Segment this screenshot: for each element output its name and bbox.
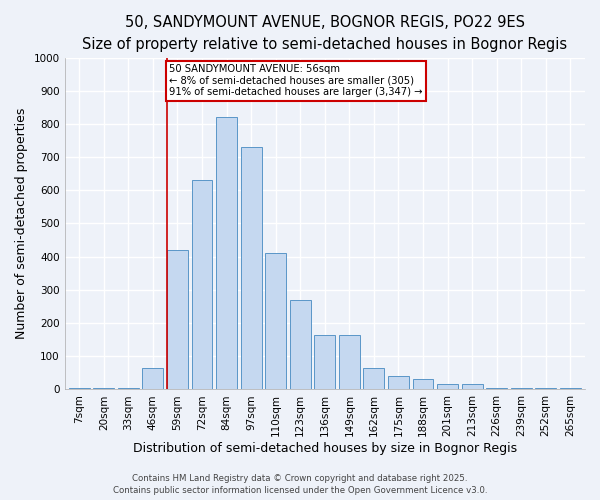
Bar (511, 388, 532, 390)
Text: 50 SANDYMOUNT AVENUE: 56sqm
← 8% of semi-detached houses are smaller (305)
91% o: 50 SANDYMOUNT AVENUE: 56sqm ← 8% of semi… (169, 64, 423, 98)
Bar (191, 180, 212, 390)
Bar (265, 254, 286, 390)
Bar (290, 300, 311, 390)
Y-axis label: Number of semi-detached properties: Number of semi-detached properties (15, 108, 28, 339)
Bar (560, 388, 581, 390)
Bar (339, 334, 360, 390)
Bar (167, 250, 188, 390)
Title: 50, SANDYMOUNT AVENUE, BOGNOR REGIS, PO22 9ES
Size of property relative to semi-: 50, SANDYMOUNT AVENUE, BOGNOR REGIS, PO2… (82, 15, 568, 52)
Text: Contains HM Land Registry data © Crown copyright and database right 2025.
Contai: Contains HM Land Registry data © Crown c… (113, 474, 487, 495)
Bar (486, 388, 507, 390)
Bar (69, 388, 90, 390)
Bar (118, 388, 139, 390)
Bar (314, 334, 335, 390)
Bar (413, 379, 433, 390)
Bar (364, 368, 385, 390)
Bar (535, 388, 556, 390)
Bar (94, 388, 114, 390)
Bar (241, 147, 262, 390)
Bar (461, 384, 482, 390)
Bar (142, 368, 163, 390)
Bar (437, 384, 458, 390)
X-axis label: Distribution of semi-detached houses by size in Bognor Regis: Distribution of semi-detached houses by … (133, 442, 517, 455)
Bar (216, 118, 237, 390)
Bar (388, 376, 409, 390)
